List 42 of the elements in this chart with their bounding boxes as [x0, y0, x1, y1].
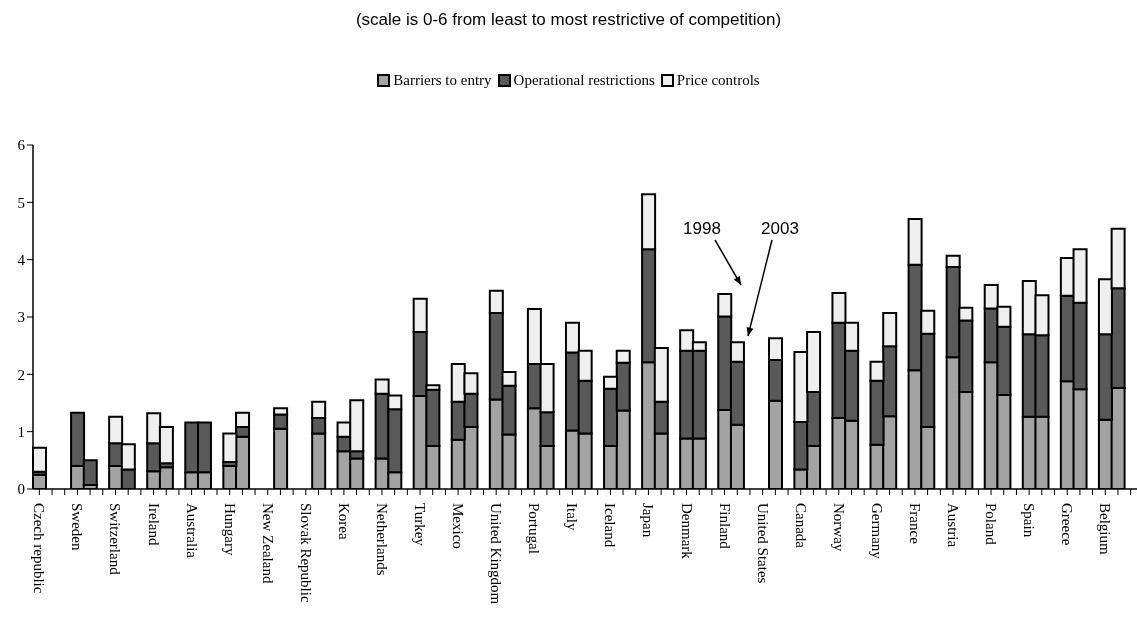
- x-tick-label: Finland: [716, 503, 733, 550]
- x-tick-label: Japan: [640, 503, 657, 538]
- x-tick-label: Australia: [183, 503, 200, 559]
- x-tick-label: Slovak Republic: [297, 503, 314, 603]
- x-tick-label: Denmark: [678, 503, 695, 560]
- chart-title: (scale is 0-6 from least to most restrictive of competition): [354, 10, 783, 30]
- y-tick-label: 1: [17, 423, 25, 440]
- x-tick-label: Poland: [983, 503, 1000, 546]
- x-tick-label: United Kingdom: [488, 503, 505, 605]
- annotation: 1998: [683, 219, 721, 238]
- legend-label: Barriers to entry: [392, 72, 492, 89]
- annotation: 2003: [761, 219, 799, 238]
- x-tick-label: Turkey: [412, 503, 429, 547]
- x-tick-label: Hungary: [221, 503, 238, 556]
- x-tick-label: New Zealand: [259, 503, 276, 584]
- y-tick-label: 4: [17, 251, 26, 268]
- x-tick-label: Austria: [945, 503, 961, 548]
- x-tick-label: Czech republic: [31, 503, 48, 594]
- x-tick-label: Iceland: [602, 503, 619, 548]
- x-tick-label: Ireland: [145, 503, 162, 546]
- y-tick-label: 3: [17, 309, 25, 326]
- y-tick-label: 0: [17, 481, 25, 498]
- x-tick-label: Italy: [564, 503, 581, 531]
- y-tick-label: 2: [17, 366, 25, 383]
- x-tick-label: France: [906, 503, 923, 545]
- x-tick-label: Belgium: [1097, 503, 1114, 555]
- x-tick-label: Korea: [335, 503, 352, 540]
- y-tick-label: 5: [17, 194, 25, 211]
- x-tick-label: Netherlands: [373, 503, 390, 576]
- x-tick-label: Canada: [792, 503, 809, 549]
- y-tick-label: 6: [17, 137, 26, 154]
- x-tick-label: Germany: [868, 503, 885, 560]
- x-tick-label: Mexico: [450, 503, 467, 549]
- x-tick-label: Norway: [830, 503, 847, 552]
- x-tick-label: Sweden: [69, 503, 86, 551]
- x-tick-label: Greece: [1059, 503, 1076, 546]
- x-tick-label: Spain: [1021, 503, 1038, 538]
- x-tick-label: United States: [754, 503, 771, 584]
- x-tick-label: Switzerland: [107, 503, 124, 576]
- x-tick-label: Portugal: [526, 503, 543, 554]
- legend-label: Operational restrictions: [512, 72, 655, 89]
- legend-label: Price controls: [675, 72, 760, 89]
